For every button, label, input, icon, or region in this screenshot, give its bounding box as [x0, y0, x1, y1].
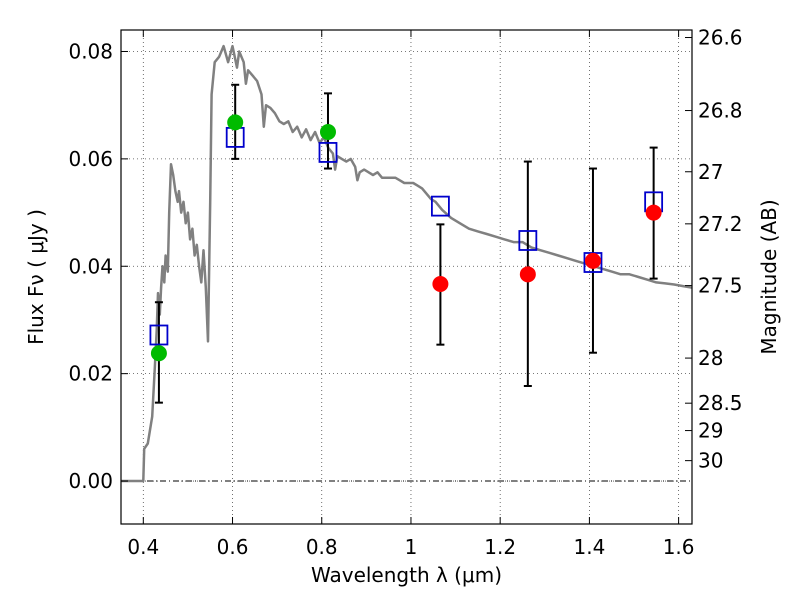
y-tick-label-0: 0.00 — [68, 469, 113, 493]
y2-ticks: 26.6 26.8 27 27.2 27.5 28 28.5 29 30 — [685, 26, 743, 473]
model-spectrum-group — [121, 44, 693, 483]
y-axis-title: Flux Fν ( μJy ) — [24, 209, 48, 345]
model-photometry-group — [149, 126, 664, 346]
model-spectrum-line — [121, 44, 693, 483]
model-flux-box-0 — [149, 324, 169, 346]
x-tick-label-6: 1.6 — [663, 535, 695, 559]
y2-axis-title: Magnitude (AB) — [757, 199, 781, 354]
model-flux-box-2 — [318, 142, 338, 163]
upper-point-6 — [645, 204, 662, 221]
x-tick-label-4: 1.2 — [484, 535, 516, 559]
x-axis-title: Wavelength λ (μm) — [311, 563, 502, 587]
y2-tick-label-7: 29 — [698, 419, 723, 443]
y2-tick-label-1: 26.8 — [698, 99, 743, 123]
plot-frame — [120, 29, 693, 525]
model-flux-box-3 — [431, 195, 450, 217]
y-tick-label-3: 0.06 — [68, 147, 113, 171]
y-tick-label-1: 0.02 — [68, 362, 113, 386]
x-tick-label-5: 1.4 — [573, 535, 605, 559]
y2-tick-label-0: 26.6 — [698, 26, 743, 50]
x-tick-label-3: 1 — [405, 535, 418, 559]
detection-point-0 — [150, 345, 167, 362]
y2-tick-label-3: 27.2 — [698, 212, 743, 236]
y2-tick-label-8: 30 — [698, 449, 723, 473]
upper-point-4 — [519, 266, 536, 283]
detection-point-1 — [227, 114, 244, 131]
x-tick-label-2: 0.8 — [306, 535, 338, 559]
y2-tick-label-6: 28.5 — [698, 391, 743, 415]
upper-point-5 — [584, 252, 601, 269]
y-tick-label-2: 0.04 — [68, 254, 113, 278]
y-ticks: 0.00 0.02 0.04 0.06 0.08 — [68, 39, 128, 493]
observed-photometry-group — [150, 114, 662, 362]
x-tick-label-0: 0.4 — [127, 535, 159, 559]
y2-tick-label-4: 27.5 — [698, 274, 743, 298]
upper-point-3 — [432, 275, 449, 292]
model-flux-box-4 — [518, 230, 538, 251]
y-tick-label-4: 0.08 — [68, 39, 113, 63]
grid-lines — [121, 30, 692, 524]
detection-point-2 — [319, 124, 336, 141]
y2-tick-label-5: 28 — [698, 346, 723, 370]
x-tick-label-1: 0.6 — [217, 535, 249, 559]
errorbar-group — [154, 83, 658, 404]
y2-tick-label-2: 27 — [698, 160, 723, 184]
x-ticks: 0.4 0.6 0.8 1 1.2 1.4 1.6 — [127, 30, 695, 559]
